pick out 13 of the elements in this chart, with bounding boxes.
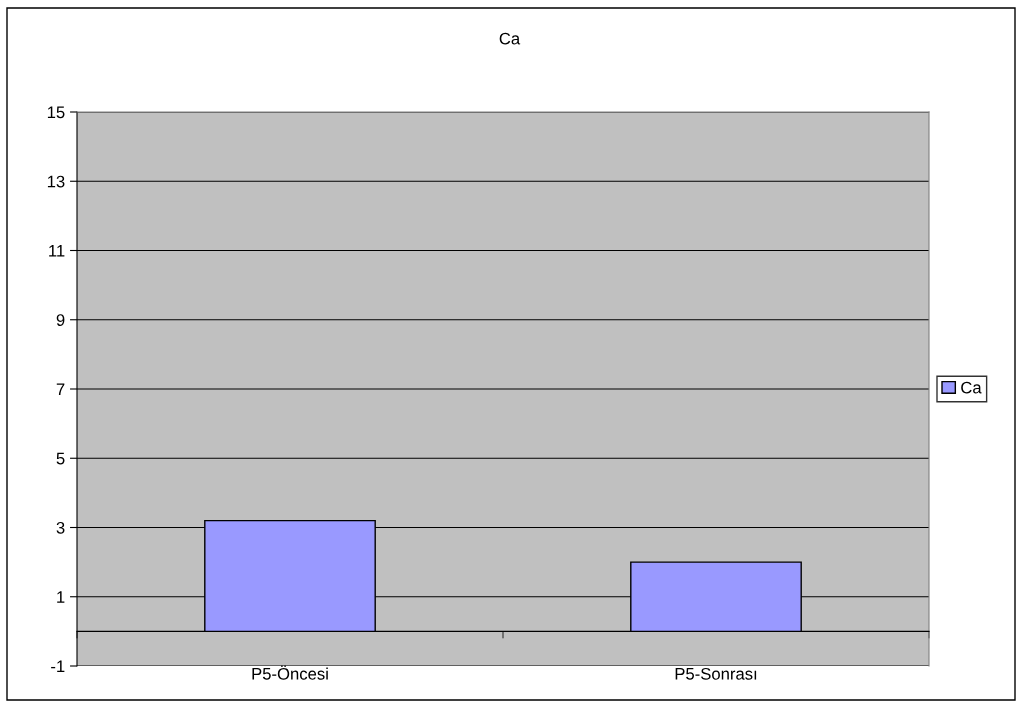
y-tick-label: 11 [49, 245, 65, 257]
legend-label: Ca [961, 381, 982, 394]
y-tick-label: 5 [56, 452, 65, 465]
x-tick-label: P5-Sonrası [675, 667, 757, 680]
y-tick-label: 7 [56, 383, 65, 396]
x-tick-label: P5-Öncesi [252, 665, 328, 680]
y-tick-label: 9 [56, 314, 65, 326]
y-tick-label: 15 [47, 106, 65, 119]
y-tick-label: -1 [51, 660, 65, 673]
chart-title: Ca [499, 32, 521, 45]
y-tick-label: 3 [56, 521, 65, 534]
y-tick-label: 1 [57, 591, 65, 603]
y-tick-label: 13 [47, 175, 65, 188]
